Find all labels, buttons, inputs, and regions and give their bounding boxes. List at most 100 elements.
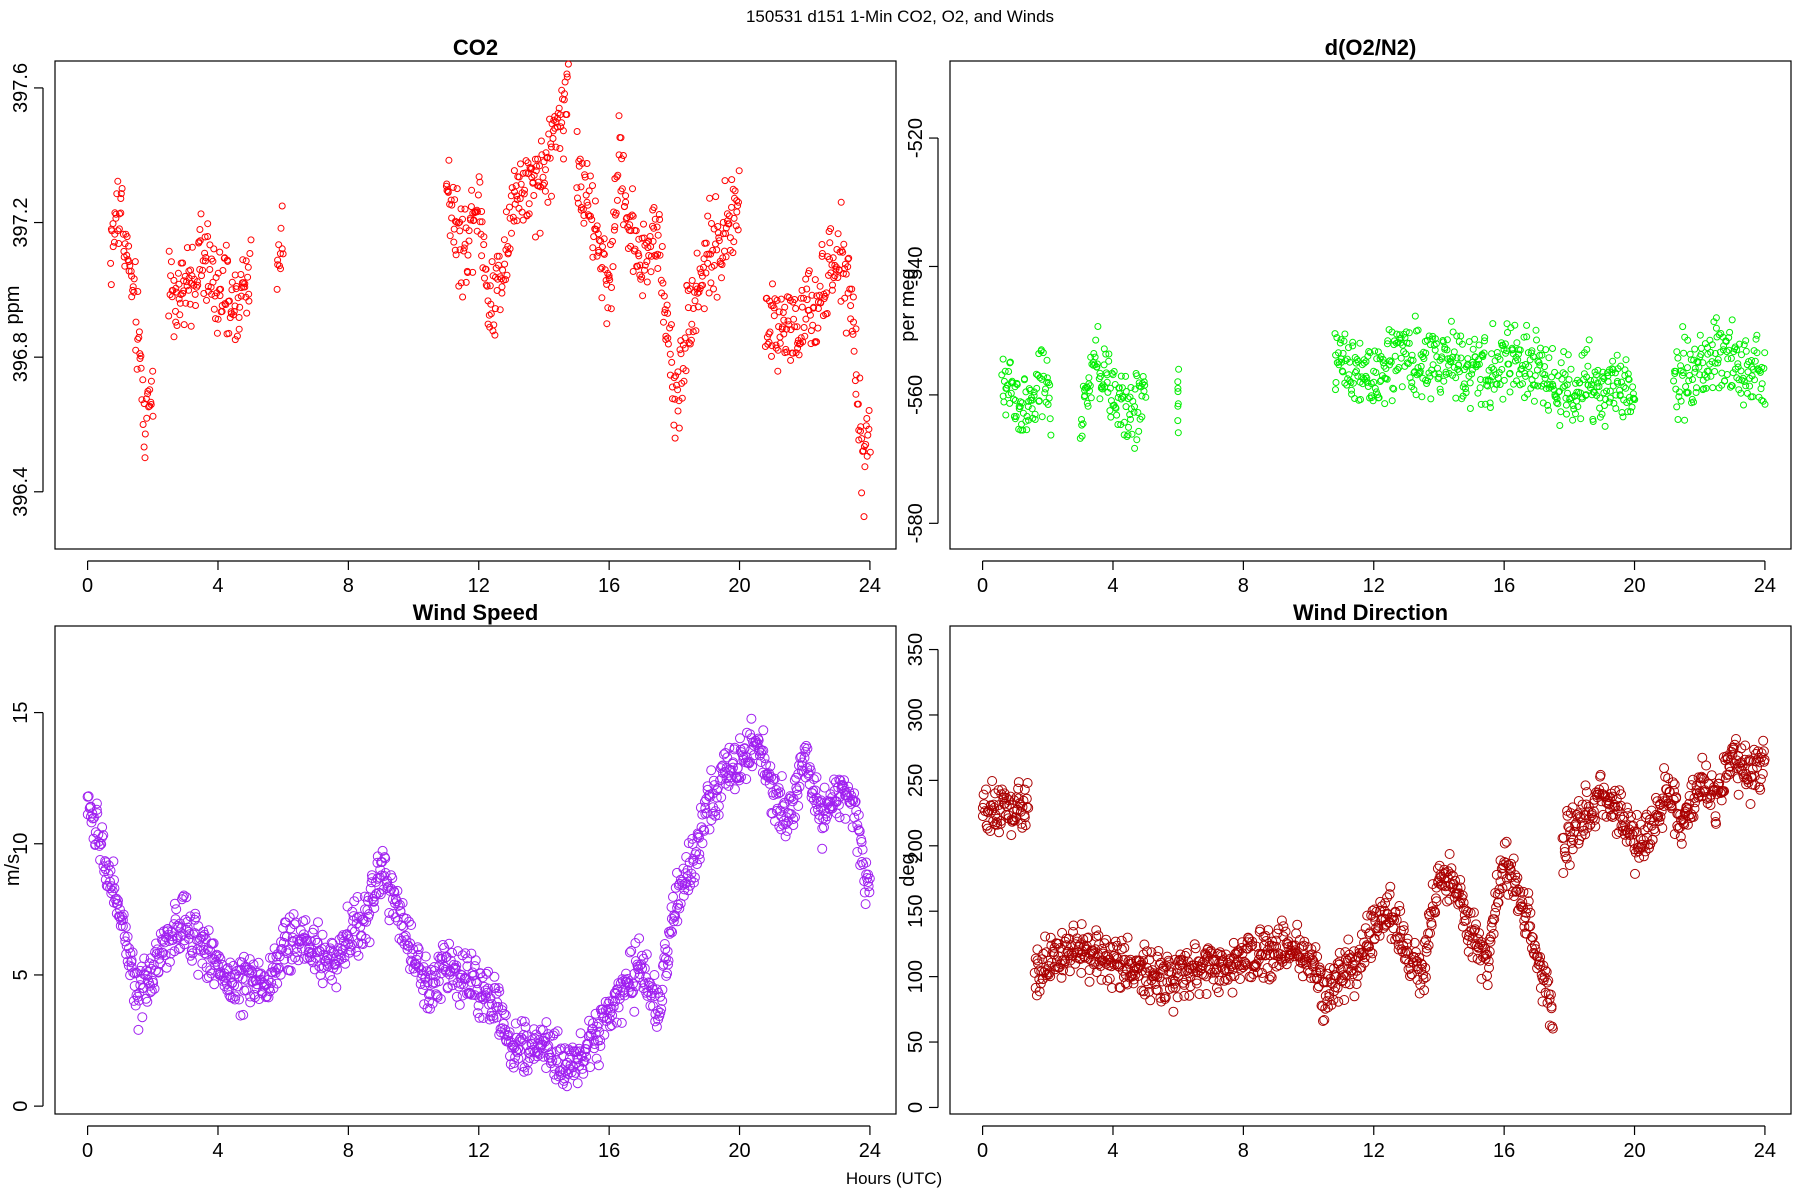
data-point xyxy=(770,312,778,320)
data-point xyxy=(1060,956,1071,967)
data-point xyxy=(225,957,236,968)
data-point xyxy=(1583,346,1591,353)
data-point xyxy=(852,820,863,830)
data-point xyxy=(386,883,397,894)
data-point xyxy=(275,969,286,980)
data-point xyxy=(728,203,735,211)
data-point xyxy=(830,274,838,282)
data-point xyxy=(1122,979,1133,990)
data-point xyxy=(180,287,188,295)
data-point xyxy=(1090,350,1098,357)
data-point xyxy=(131,258,139,266)
data-point xyxy=(1013,793,1024,804)
data-point xyxy=(209,979,220,990)
data-point xyxy=(1511,886,1522,897)
data-point xyxy=(1078,421,1086,429)
data-point xyxy=(1032,955,1043,966)
data-point xyxy=(985,801,996,811)
data-point xyxy=(604,304,612,312)
data-point xyxy=(122,931,133,942)
data-point xyxy=(119,230,127,238)
data-point xyxy=(1011,383,1019,391)
data-point xyxy=(1418,969,1428,980)
y-tick-label: 0 xyxy=(10,1101,32,1112)
data-point xyxy=(1690,398,1697,406)
x-tick-label: 0 xyxy=(977,1140,988,1162)
data-point xyxy=(1616,789,1626,800)
data-point xyxy=(212,274,220,281)
data-point xyxy=(1377,901,1387,912)
data-point xyxy=(719,254,727,262)
data-point xyxy=(811,276,819,284)
y-axis-label: ppm xyxy=(2,286,24,325)
plot-title: d(O2/N2) xyxy=(1325,35,1417,60)
data-point xyxy=(201,233,209,241)
data-point xyxy=(1513,339,1521,347)
data-point xyxy=(1011,396,1019,404)
data-point xyxy=(1349,960,1360,970)
data-point xyxy=(1274,960,1285,971)
data-point xyxy=(1049,949,1059,960)
x-tick-label: 8 xyxy=(1238,1140,1249,1162)
plot-title: Wind Speed xyxy=(413,600,539,625)
data-point xyxy=(106,881,117,892)
data-point xyxy=(1727,354,1735,362)
data-point xyxy=(219,267,227,274)
data-point xyxy=(566,1067,577,1078)
data-point xyxy=(684,287,692,294)
data-point xyxy=(512,182,520,190)
data-point xyxy=(680,868,691,879)
data-point xyxy=(821,292,829,300)
data-point xyxy=(1524,390,1532,398)
x-tick-label: 24 xyxy=(859,575,881,597)
data-point xyxy=(589,182,596,190)
data-point xyxy=(1471,919,1481,930)
data-point xyxy=(1543,975,1554,986)
data-point xyxy=(1562,401,1570,409)
data-point xyxy=(1757,768,1768,779)
data-point xyxy=(367,873,378,884)
data-point xyxy=(1737,389,1745,397)
data-point xyxy=(1424,377,1432,385)
data-point xyxy=(1696,771,1707,782)
data-point xyxy=(237,271,245,278)
y-tick-label: 50 xyxy=(905,1031,927,1053)
x-tick-label: 24 xyxy=(859,1140,881,1162)
data-point xyxy=(117,195,125,202)
data-point xyxy=(1676,388,1683,396)
data-point xyxy=(1357,396,1364,403)
data-point xyxy=(118,909,129,920)
data-point xyxy=(1384,337,1392,345)
data-point xyxy=(1477,940,1488,950)
y-tick-label: 0 xyxy=(905,1102,927,1113)
data-point xyxy=(1398,921,1409,932)
data-point xyxy=(839,248,847,256)
data-point xyxy=(518,208,526,216)
data-point xyxy=(792,785,803,796)
data-point xyxy=(147,401,155,408)
data-point xyxy=(1519,380,1526,388)
data-point xyxy=(105,865,116,876)
data-point xyxy=(1714,356,1722,363)
data-point xyxy=(1094,323,1102,330)
data-point xyxy=(176,311,184,319)
data-point xyxy=(1589,814,1600,825)
x-tick-label: 0 xyxy=(977,575,988,597)
data-point xyxy=(395,906,406,917)
data-point xyxy=(210,245,218,253)
data-point xyxy=(1088,948,1099,959)
data-point xyxy=(1040,931,1051,942)
data-point xyxy=(277,224,285,232)
data-point xyxy=(1611,829,1622,839)
data-point xyxy=(147,377,155,385)
data-point xyxy=(522,157,530,165)
data-point xyxy=(648,252,655,260)
data-point xyxy=(1673,403,1681,411)
data-point xyxy=(1117,421,1125,429)
data-point xyxy=(1679,369,1687,377)
data-point xyxy=(1540,965,1551,976)
data-point xyxy=(1228,937,1239,948)
data-point xyxy=(178,890,189,901)
data-point xyxy=(1609,357,1617,365)
data-point xyxy=(164,956,175,967)
